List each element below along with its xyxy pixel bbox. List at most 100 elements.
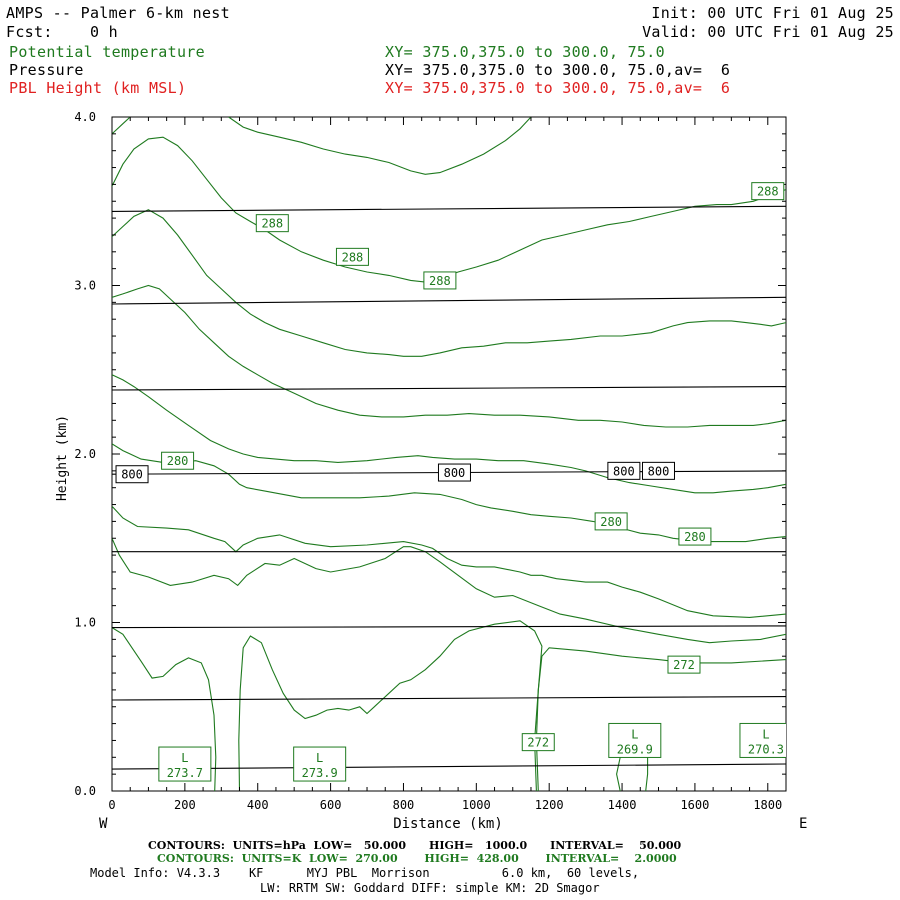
field-pressure-name: Pressure [9, 61, 84, 79]
footer-physics-info: LW: RRTM SW: Goddard DIFF: simple KM: 2D… [260, 881, 600, 895]
footer-model-info: Model Info: V4.3.3 KF MYJ PBL Morrison 6… [90, 866, 640, 880]
theta-label-box [161, 451, 195, 470]
pressure-contours [112, 205, 786, 770]
x-tick-label: 1800 [753, 798, 782, 812]
pressure-contour-line [112, 386, 786, 391]
low-marker-letter: L [631, 727, 638, 741]
y-tick-label: 1.0 [74, 616, 96, 630]
low-marker-value: 270.3 [748, 742, 784, 756]
pressure-label-box [115, 465, 149, 484]
pressure-contour-line [112, 625, 786, 629]
theta-contour-line [112, 374, 786, 494]
footer-interval: INTERVAL= 50.000 [550, 839, 682, 852]
x-tick-label: 1600 [680, 798, 709, 812]
theta-label-box [678, 527, 712, 546]
low-marker-value: 269.9 [617, 742, 653, 756]
footer-contours-label: CONTOURS: [148, 839, 225, 852]
init-time: Init: 00 UTC Fri 01 Aug 25 [651, 4, 894, 22]
footer-high: HIGH= 1000.0 [428, 839, 528, 852]
x-tick-label: 1000 [462, 798, 491, 812]
field-pbl-xy: XY= 375.0,375.0 to 300.0, 75.0,av= 6 [385, 79, 731, 97]
valid-time: Valid: 00 UTC Fri 01 Aug 25 [642, 23, 894, 41]
theta-label: 288 [342, 250, 364, 264]
theta-contour-line [112, 284, 786, 428]
pressure-label-box [437, 463, 471, 482]
pressure-label: 800 [444, 466, 466, 480]
pressure-contour-line [112, 763, 786, 770]
footer-contours-label: CONTOURS: [157, 852, 234, 865]
forecast-hour: Fcst: 0 h [6, 23, 118, 41]
low-marker-box [739, 722, 786, 758]
field-theta-name: Potential temperature [9, 43, 205, 61]
theta-label: 288 [261, 217, 283, 231]
footer-low: LOW= 270.00 [308, 852, 398, 865]
pressure-contour-line [112, 696, 786, 701]
theta-label: 288 [429, 274, 451, 288]
low-marker-letter: L [181, 751, 188, 765]
theta-label: 280 [684, 530, 706, 544]
theta-contour-line [112, 627, 217, 791]
theta-label-box [594, 512, 628, 531]
theta-contour-line [112, 538, 786, 644]
x-tick-label: 800 [393, 798, 415, 812]
theta-label-box [751, 182, 785, 201]
x-tick-label: 400 [247, 798, 269, 812]
contour-labels: 800 800 800 800288288288288280280280272272L… [115, 182, 786, 782]
low-marker-value: 273.7 [167, 766, 203, 780]
footer-low: LOW= 50.000 [313, 839, 406, 852]
theta-label-box [667, 655, 701, 674]
theta-label: 280 [600, 515, 622, 529]
y-tick-label: 2.0 [74, 447, 96, 461]
footer-units: UNITS=K [241, 852, 302, 865]
theta-contour-line [112, 505, 786, 618]
field-theta-xy: XY= 375.0,375.0 to 300.0, 75.0 [385, 43, 665, 61]
low-marker-box [293, 746, 347, 782]
theta-label-box [255, 214, 289, 233]
y-tick-label: 0.0 [74, 784, 96, 798]
pressure-contour-line [112, 205, 786, 212]
pressure-label: 800 [121, 468, 143, 482]
x-tick-label: 1400 [608, 798, 637, 812]
field-pressure-xy: XY= 375.0,375.0 to 300.0, 75.0,av= 6 [385, 61, 731, 79]
x-tick-label: 200 [174, 798, 196, 812]
theta-contour-line [238, 620, 543, 791]
pressure-label: 800 [648, 464, 670, 478]
theta-label-box [423, 271, 457, 290]
x-tick-label: 600 [320, 798, 342, 812]
pressure-contour-line [112, 296, 786, 305]
x-axis-west-label: W [99, 816, 108, 832]
footer-interval: INTERVAL= 2.0000 [545, 852, 677, 865]
low-marker-letter: L [316, 751, 323, 765]
theta-contour-line [112, 136, 786, 283]
model-title: AMPS -- Palmer 6-km nest [6, 4, 230, 22]
pressure-label: 800 [613, 464, 635, 478]
x-tick-label: 0 [108, 798, 115, 812]
y-axis-label: Height (km) [55, 415, 70, 501]
low-marker-box [608, 722, 662, 758]
theta-label: 288 [757, 185, 779, 199]
pressure-label-box [607, 461, 641, 480]
y-tick-label: 4.0 [74, 110, 96, 124]
theta-contour-line [112, 117, 131, 135]
pressure-label-box [641, 461, 675, 480]
footer-units: UNITS=hPa [232, 839, 306, 852]
theta-contours [112, 117, 786, 791]
footer-theta-contours: CONTOURS: UNITS=K LOW= 270.00 HIGH= 428.… [157, 852, 677, 866]
footer-high: HIGH= 428.00 [424, 852, 519, 865]
footer-pressure-contours: CONTOURS: UNITS=hPa LOW= 50.000 HIGH= 10… [148, 839, 681, 853]
theta-label-box [521, 733, 555, 752]
axes: 0.0 1.0 2.0 3.0 4.0 0 200 400 600 800 1000 1200 1400… [74, 110, 786, 812]
low-marker-letter: L [762, 727, 769, 741]
x-axis-label: Distance (km) [393, 816, 503, 832]
low-marker-box [158, 746, 212, 782]
theta-label: 272 [673, 658, 695, 672]
theta-contour-line [228, 117, 532, 175]
theta-label-box [335, 247, 369, 266]
theta-contour-line [535, 647, 786, 791]
x-axis-east-label: E [799, 816, 807, 832]
theta-contour-line [112, 209, 786, 357]
y-tick-label: 3.0 [74, 279, 96, 293]
plot-frame [111, 116, 787, 792]
